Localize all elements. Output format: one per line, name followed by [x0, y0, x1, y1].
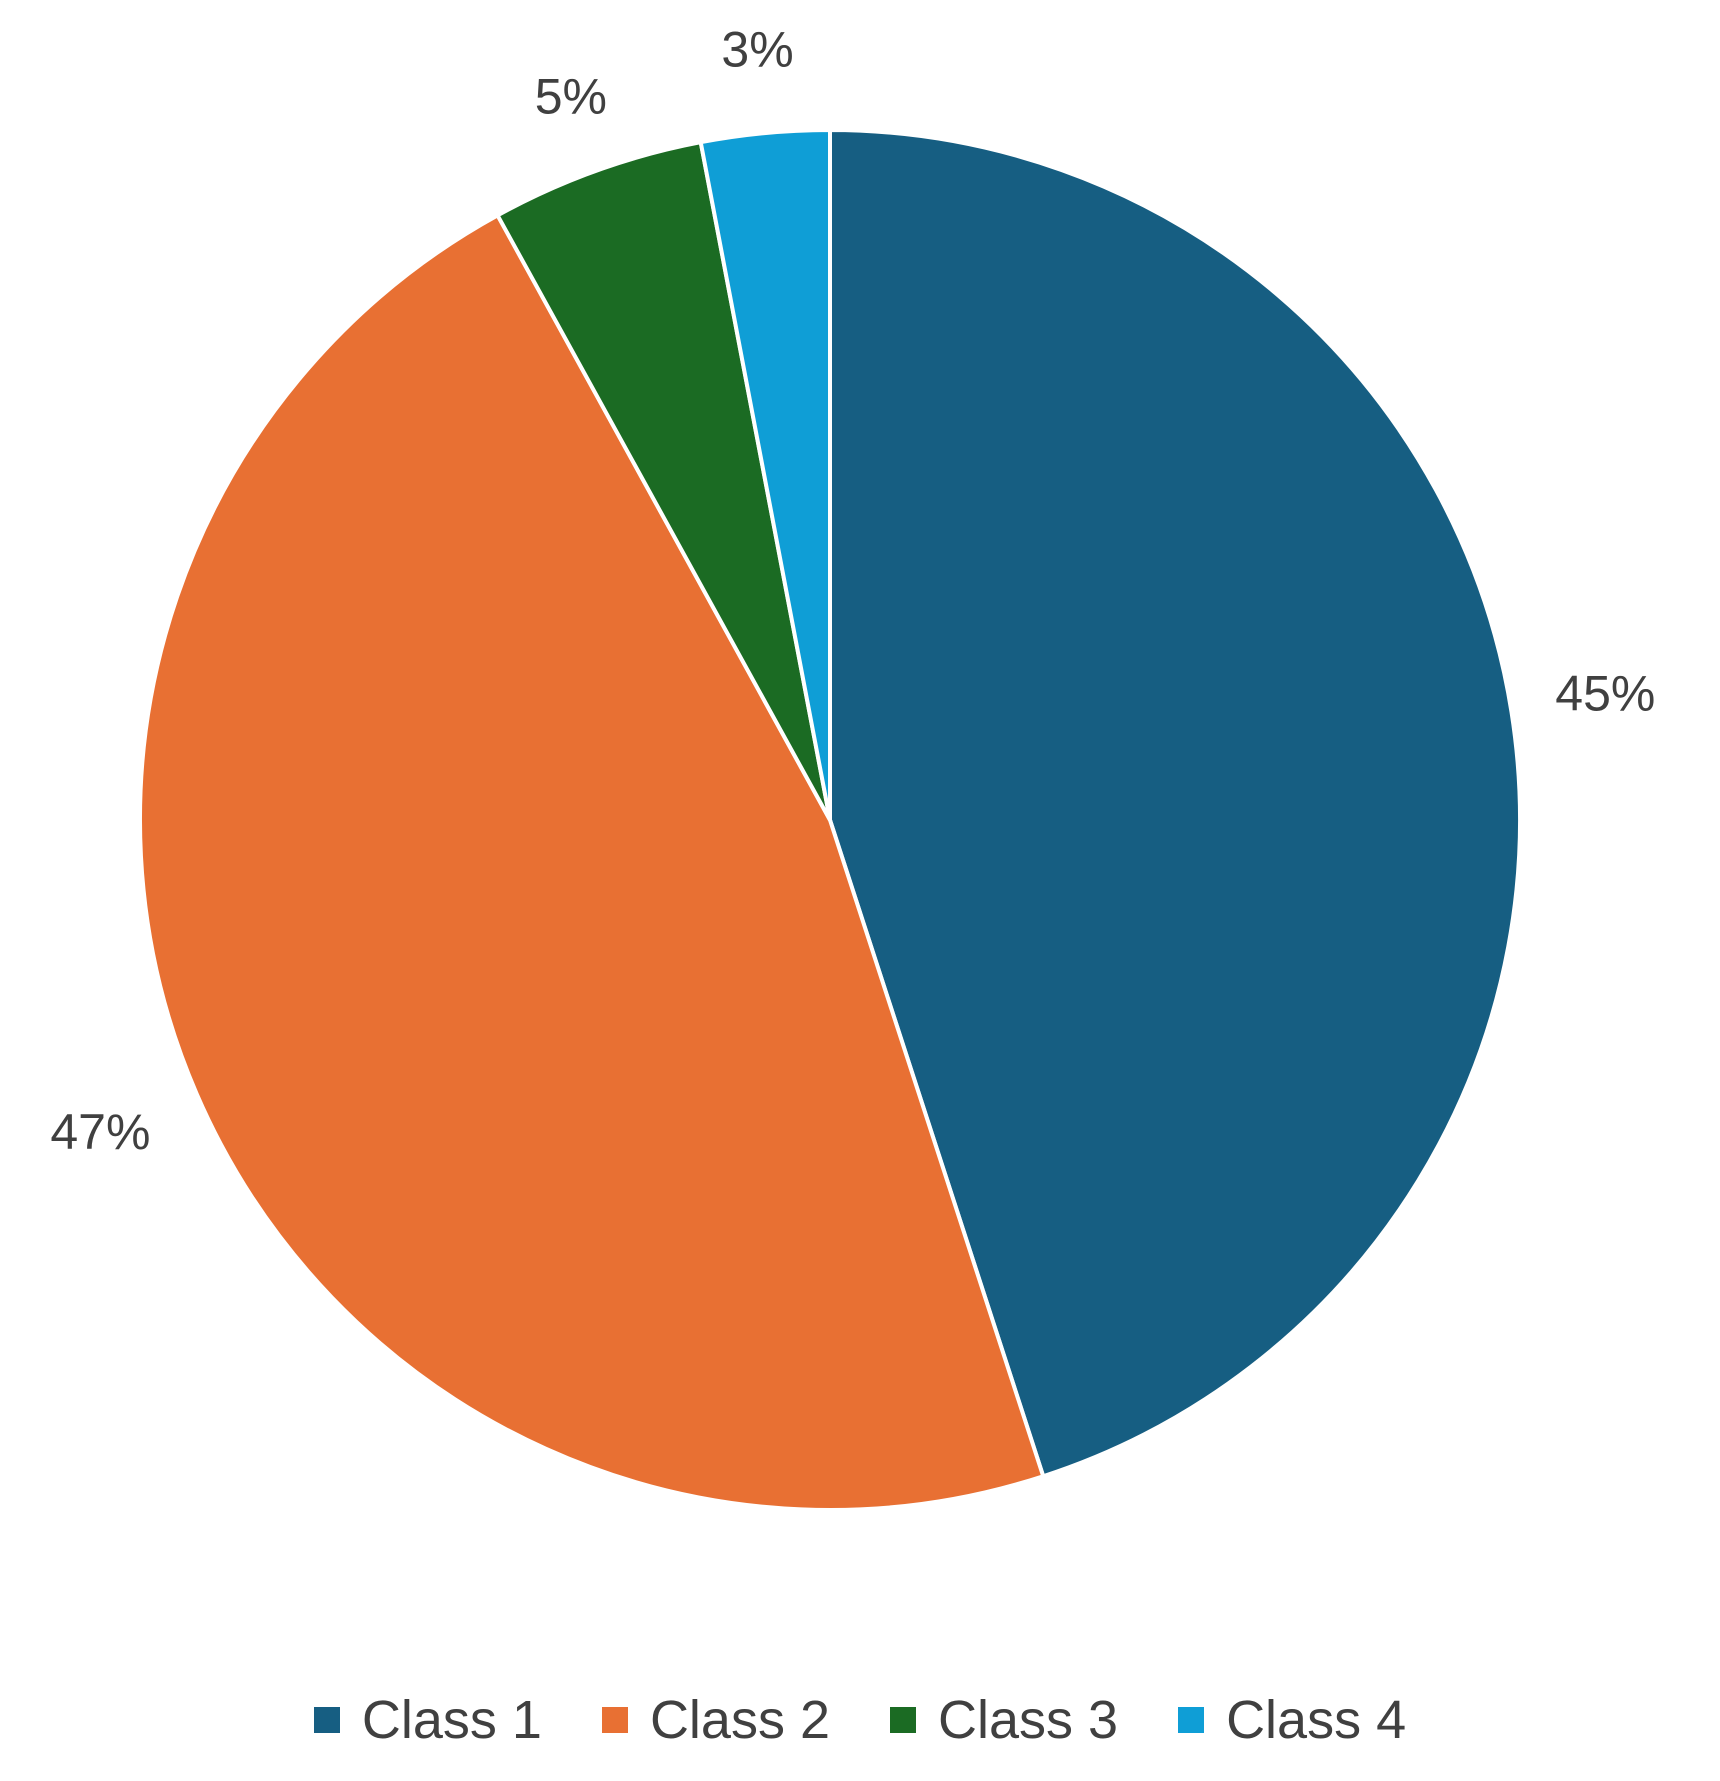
legend-item-class-4[interactable]: Class 4	[1178, 1689, 1406, 1751]
legend-swatch-class-1	[313, 1707, 340, 1733]
slice-class-2[interactable]	[137, 212, 1046, 1513]
legend-item-class-3[interactable]: Class 3	[890, 1689, 1118, 1751]
slice-class-3[interactable]	[494, 139, 832, 821]
legend-swatch-class-4	[1178, 1707, 1205, 1733]
legend-label-class-1: Class 1	[361, 1690, 542, 1750]
legend-item-class-1[interactable]: Class 1	[313, 1689, 542, 1751]
slice-class-4[interactable]	[698, 127, 832, 821]
legend-label-class-3: Class 3	[938, 1690, 1119, 1750]
legend-swatch-class-2	[601, 1707, 628, 1733]
legend-label-class-4: Class 4	[1226, 1690, 1407, 1750]
data-label-class-3: 5%	[535, 68, 607, 124]
pie-data-labels: 45% 47% 5% 3%	[50, 22, 1655, 1160]
data-label-class-2: 47%	[50, 1104, 150, 1160]
data-label-class-4: 3%	[721, 22, 793, 78]
legend-label-class-2: Class 2	[649, 1690, 830, 1750]
legend-item-class-2[interactable]: Class 2	[601, 1689, 830, 1751]
legend: Class 1 Class 2 Class 3 Class 4	[0, 1680, 1720, 1760]
pie-slices	[137, 127, 1523, 1513]
pie-chart: 45% 47% 5% 3%	[50, 22, 1655, 1513]
slice-class-1[interactable]	[828, 127, 1523, 1479]
legend-swatch-class-3	[890, 1707, 916, 1733]
data-label-class-1: 45%	[1555, 665, 1655, 721]
